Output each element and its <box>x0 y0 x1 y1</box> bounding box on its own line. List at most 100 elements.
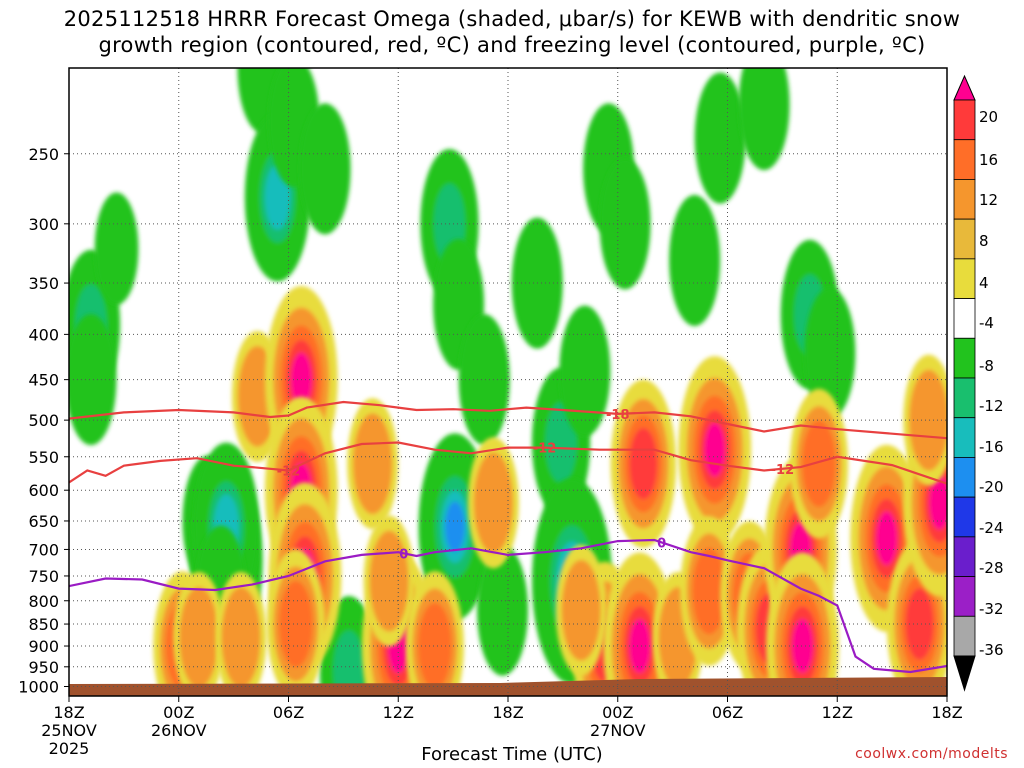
colorbar-label: -4 <box>979 314 994 332</box>
contour-label: -12 <box>277 464 301 479</box>
omega-cell-2 <box>94 192 139 305</box>
colorbar-swatch <box>953 139 976 180</box>
omega-contour-fill <box>704 422 726 477</box>
credit-text: coolwx.com/modelts <box>855 746 1008 762</box>
x-tick-label: 12Z <box>822 703 853 722</box>
x-tick-label: 18Z <box>931 703 962 722</box>
colorbar-label: -32 <box>979 600 1004 618</box>
omega-cell-16 <box>477 544 528 676</box>
x-tick-label: 00Z <box>602 703 633 722</box>
colorbar-label: -8 <box>979 357 994 375</box>
omega-cell-30 <box>215 571 267 696</box>
omega-contour-fill <box>179 586 219 688</box>
omega-contour-fill <box>674 210 715 311</box>
y-tick-label: 900 <box>28 637 59 656</box>
omega-cell-29 <box>173 571 225 696</box>
colorbar-label: -28 <box>979 559 1004 577</box>
colorbar-label: -24 <box>979 519 1004 537</box>
contour-label: -12 <box>771 463 795 478</box>
omega-cell-25 <box>738 68 790 171</box>
contour-line--18 <box>69 400 947 440</box>
omega-contour-fill <box>333 630 365 696</box>
colorbar-swatch <box>953 417 976 458</box>
omega-cell-15 <box>458 314 510 446</box>
omega-cell-46 <box>678 356 752 544</box>
omega-contour-fill <box>629 619 651 674</box>
y-tick-label: 700 <box>28 540 59 559</box>
colorbar-swatch <box>953 377 976 419</box>
colorbar-top-arrow <box>953 74 976 101</box>
omega-contour-fill <box>692 547 727 635</box>
omega-contour-fill <box>545 402 577 483</box>
omega-contour-fill <box>744 68 784 156</box>
omega-cell-44 <box>610 379 677 548</box>
omega-cell-23 <box>669 194 721 326</box>
omega-contour-fill <box>929 475 947 530</box>
y-tick-label: 300 <box>28 215 59 234</box>
terrain-strip <box>69 677 947 696</box>
contour-label: -12 <box>533 442 557 457</box>
omega-cell-1 <box>69 314 117 446</box>
y-tick-label: 600 <box>28 481 59 500</box>
colorbar-swatch <box>953 179 976 220</box>
omega-contour-fill <box>565 320 605 422</box>
colorbar-label: -16 <box>979 438 1004 456</box>
omega-contour-fill <box>221 586 261 688</box>
omega-contour-fill <box>909 369 947 471</box>
omega-shading <box>69 68 947 696</box>
colorbar: 20 16 12 8 4 -4 -8 -12 -16 -20 -24 -28 -32 -36 <box>953 74 1004 692</box>
x-tick-label: 06Z <box>273 703 304 722</box>
omega-cell-39 <box>405 571 464 696</box>
y-tick-label: 1000 <box>18 678 59 697</box>
omega-cell-24 <box>694 72 746 204</box>
omega-contour-fill <box>791 619 813 674</box>
colorbar-label: -20 <box>979 478 1004 496</box>
colorbar-label: 12 <box>979 191 998 209</box>
x-tick-date: 26NOV <box>151 721 207 740</box>
colorbar-label: 8 <box>979 232 989 250</box>
colorbar-swatch <box>953 615 976 657</box>
x-tick-label: 00Z <box>163 703 194 722</box>
omega-cell-42 <box>555 544 607 676</box>
omega-cell-10 <box>299 103 351 235</box>
x-tick-year: 2025 <box>49 739 90 758</box>
omega-contour-fill <box>629 428 658 500</box>
x-tick-label: 18Z <box>492 703 523 722</box>
colorbar-swatch <box>953 218 976 260</box>
contour-line-0 <box>69 538 947 674</box>
chart-title: 2025112518 HRRR Forecast Omega (shaded, … <box>0 6 1024 58</box>
chart-title-line2: growth region (contoured, red, ºC) and f… <box>98 33 926 57</box>
y-tick-label: 800 <box>28 592 59 611</box>
terrain-fill <box>69 677 947 696</box>
colorbar-swatch <box>953 99 976 141</box>
omega-contour-fill <box>464 329 504 431</box>
y-tick-label: 400 <box>28 325 59 344</box>
omega-contour-fill <box>353 413 393 515</box>
omega-contour-fill <box>445 501 465 553</box>
omega-cell-52 <box>789 388 849 539</box>
omega-contour-fill <box>279 580 313 668</box>
colorbar-label: 16 <box>979 151 998 169</box>
omega-contour-fill <box>561 559 601 661</box>
colorbar-label: 4 <box>979 274 989 292</box>
y-tick-label: 850 <box>28 615 59 634</box>
y-tick-label: 650 <box>28 512 59 531</box>
contour-label: 0 <box>657 536 666 551</box>
colorbar-swatch <box>953 457 976 498</box>
x-tick-label: 18Z <box>53 703 84 722</box>
y-tick-label: 450 <box>28 371 59 390</box>
omega-cell-27 <box>804 287 856 419</box>
omega-contour-fill <box>700 87 740 189</box>
x-tick-date: 27NOV <box>590 721 646 740</box>
omega-contour-fill <box>369 530 409 632</box>
omega-cell-38 <box>347 398 399 530</box>
omega-contour-fill <box>810 302 850 404</box>
y-tick-label: 350 <box>28 274 59 293</box>
y-tick-label: 250 <box>28 145 59 164</box>
x-axis-title: Forecast Time (UTC) <box>421 744 603 765</box>
omega-cell-20 <box>559 305 611 437</box>
omega-contour-fill <box>802 420 836 507</box>
omega-contour-fill <box>482 559 523 661</box>
omega-cell-35 <box>266 549 325 696</box>
colorbar-bottom-arrow <box>953 655 976 692</box>
